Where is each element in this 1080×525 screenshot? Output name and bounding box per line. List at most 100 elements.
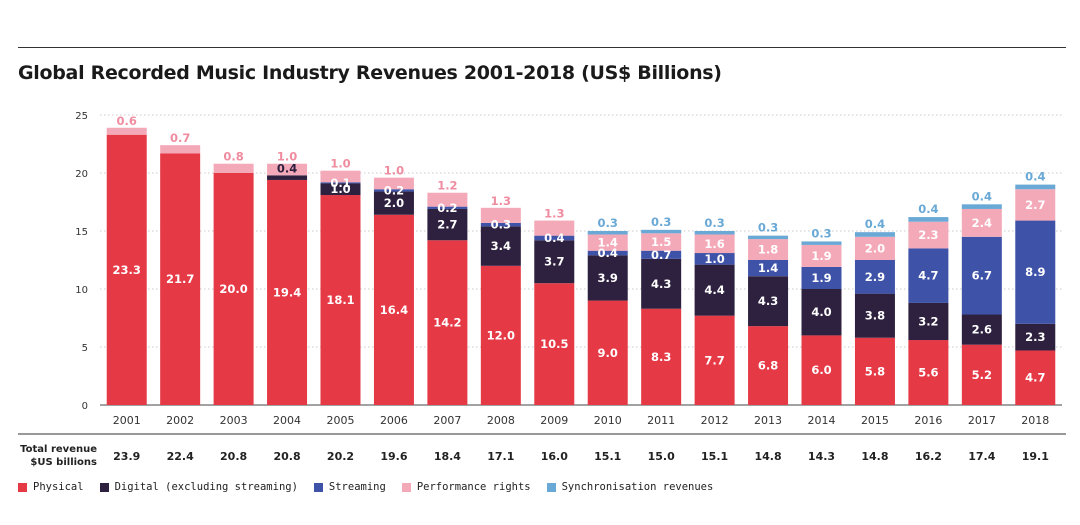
data-label: 3.8 — [865, 309, 885, 323]
x-tick-label: 2012 — [701, 414, 729, 427]
y-tick-label: 5 — [82, 343, 88, 354]
bar-segment — [641, 233, 682, 251]
data-label: 0.4 — [277, 161, 297, 175]
bar-segment — [373, 177, 414, 190]
data-label: 20.0 — [219, 282, 247, 296]
total-value: 14.3 — [808, 450, 835, 463]
legend-item: Performance rights — [401, 481, 531, 493]
data-label: 0.1 — [330, 176, 350, 190]
x-tick-label: 2005 — [327, 414, 355, 427]
bar-segment — [961, 236, 1002, 315]
data-label: 8.3 — [651, 350, 671, 364]
legend-label: Performance rights — [416, 481, 531, 493]
bar-segment — [694, 253, 735, 265]
legend-label: Streaming — [328, 481, 386, 493]
total-value: 20.8 — [273, 450, 300, 463]
data-label: 6.0 — [811, 363, 831, 377]
bar-segment — [267, 175, 308, 180]
totals-label-line-2: $US billions — [30, 457, 97, 468]
legend-swatch — [313, 482, 323, 492]
data-label: 0.3 — [811, 226, 831, 240]
bar-segment — [480, 265, 521, 405]
data-label: 10.5 — [540, 337, 568, 351]
bar-segment — [641, 308, 682, 405]
total-value: 14.8 — [754, 450, 781, 463]
x-tick-label: 2008 — [487, 414, 515, 427]
bar-segment — [801, 289, 842, 336]
bar-segment — [641, 229, 682, 234]
data-label: 4.4 — [704, 283, 724, 297]
data-label: 4.3 — [651, 277, 671, 291]
x-tick-label: 2015 — [861, 414, 889, 427]
bar-segment — [854, 337, 895, 405]
bar-segment — [908, 340, 949, 405]
bar-segment — [320, 170, 361, 183]
bar-segment — [854, 236, 895, 260]
bar-segment — [480, 226, 521, 266]
data-label: 12.0 — [487, 328, 515, 342]
total-value: 20.8 — [220, 450, 247, 463]
top-rule — [18, 47, 1066, 48]
bar-segment — [534, 240, 575, 284]
bar-segment — [961, 208, 1002, 237]
data-label: 8.9 — [1025, 265, 1045, 279]
data-label: 2.4 — [972, 216, 992, 230]
data-label: 1.3 — [544, 207, 564, 221]
total-value: 15.1 — [701, 450, 728, 463]
bar-segment — [641, 250, 682, 259]
bar-segment — [160, 145, 201, 154]
bar-segment — [534, 283, 575, 405]
total-value: 19.1 — [1022, 450, 1049, 463]
total-value: 16.0 — [541, 450, 568, 463]
bar-segment — [908, 302, 949, 341]
data-label: 6.8 — [758, 359, 778, 373]
data-label: 5.6 — [918, 366, 938, 380]
x-tick-label: 2010 — [594, 414, 622, 427]
data-label: 2.3 — [918, 228, 938, 242]
bar-segment — [854, 232, 895, 237]
bar-segment — [854, 260, 895, 294]
x-tick-label: 2006 — [380, 414, 408, 427]
total-value: 20.2 — [327, 450, 354, 463]
data-label: 2.7 — [437, 218, 457, 232]
bar-segment — [427, 206, 468, 209]
data-label: 3.4 — [491, 239, 511, 253]
bar-segment — [641, 258, 682, 309]
bar-segment — [160, 153, 201, 405]
data-label: 2.7 — [1025, 198, 1045, 212]
data-label: 3.7 — [544, 255, 564, 269]
bar-segment — [373, 191, 414, 215]
data-label: 2.0 — [384, 196, 404, 210]
data-label: 1.9 — [811, 249, 831, 263]
x-tick-label: 2011 — [647, 414, 675, 427]
data-label: 0.3 — [598, 216, 618, 230]
bar-segment — [427, 192, 468, 207]
data-label: 16.4 — [380, 303, 408, 317]
data-label: 1.0 — [277, 150, 297, 164]
bar-segment — [587, 255, 628, 301]
data-label: 1.4 — [758, 261, 778, 275]
data-label: 1.0 — [330, 157, 350, 171]
legend-label: Synchronisation revenues — [561, 481, 714, 493]
bar-segment — [908, 217, 949, 222]
bar-segment — [534, 220, 575, 236]
data-label: 18.1 — [326, 293, 354, 307]
data-label: 0.3 — [491, 218, 511, 232]
bar-segment — [267, 179, 308, 405]
data-label: 14.2 — [433, 316, 461, 330]
legend: Physical Digital (excluding streaming) Str… — [18, 481, 713, 493]
chart-title: Global Recorded Music Industry Revenues … — [18, 62, 722, 84]
legend-label: Digital (excluding streaming) — [114, 481, 298, 493]
bar-segment — [801, 266, 842, 289]
legend-item: Digital (excluding streaming) — [99, 481, 298, 493]
bar-segment — [587, 234, 628, 251]
legend-swatch — [18, 482, 27, 492]
bar-segment — [373, 189, 414, 192]
data-label: 2.9 — [865, 270, 885, 284]
bar-segment — [106, 127, 147, 135]
data-label: 0.4 — [544, 231, 564, 245]
data-label: 0.2 — [437, 201, 457, 215]
bar-segment — [534, 235, 575, 241]
x-tick-label: 2007 — [433, 414, 461, 427]
